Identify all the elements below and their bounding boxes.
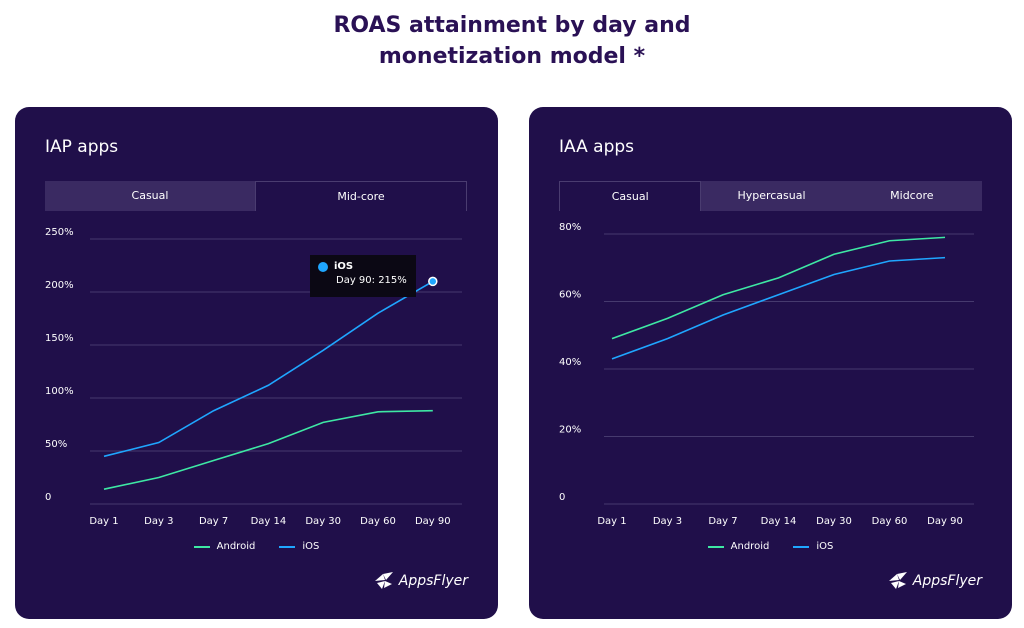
- appsflyer-logo: AppsFlyer: [887, 571, 982, 591]
- legend-item-ios[interactable]: iOS: [279, 541, 319, 552]
- y-tick-label: 250%: [45, 227, 74, 238]
- x-tick-label: Day 90: [415, 516, 451, 527]
- ios-tooltip: iOS Day 90: 215%: [310, 255, 416, 297]
- x-tick-label: Day 3: [653, 516, 682, 527]
- chart-legend: Android iOS: [15, 541, 498, 552]
- tooltip-ios-dot-icon: [318, 261, 328, 272]
- series-line-ios[interactable]: [103, 280, 434, 458]
- iap-line-chart: 0 50% 100% 150% 200% 250% Day 1 Day 3 Day 7 Day 1…: [45, 227, 462, 527]
- y-tick-label: 40%: [559, 357, 581, 368]
- y-tick-label: 200%: [45, 280, 74, 291]
- iap-apps-card: IAP apps Casual Mid-core 0 50% 100% 150% 200…: [15, 107, 498, 619]
- legend-label-android: Android: [730, 541, 770, 552]
- page-title: ROAS attainment by day and monetization …: [0, 10, 1024, 72]
- series-line-android[interactable]: [611, 236, 946, 340]
- x-tick-label: Day 30: [816, 516, 852, 527]
- page-title-line-2: monetization model *: [378, 44, 646, 69]
- iaa-apps-card: IAA apps Casual Hypercasual Midcore 0 20%…: [529, 107, 1012, 619]
- series-line-android[interactable]: [103, 409, 433, 490]
- legend-ios-swatch: [279, 545, 296, 548]
- appsflyer-logo: AppsFlyer: [373, 571, 468, 591]
- card-title: IAA apps: [559, 137, 635, 157]
- x-tick-label: Day 90: [927, 516, 963, 527]
- legend-item-android[interactable]: Android: [193, 541, 256, 552]
- legend-android-swatch: [193, 545, 210, 548]
- y-tick-label: 0: [559, 492, 565, 503]
- card-title: IAP apps: [45, 137, 119, 157]
- legend-label-ios: iOS: [816, 541, 834, 552]
- series-line-ios[interactable]: [611, 256, 946, 360]
- chart-legend: Android iOS: [529, 541, 1012, 552]
- tab-hypercasual[interactable]: Hypercasual: [701, 181, 842, 211]
- x-tick-label: Day 14: [251, 516, 287, 527]
- tab-midcore[interactable]: Midcore: [841, 181, 982, 211]
- logo-text: AppsFlyer: [912, 573, 982, 589]
- legend-ios-swatch: [793, 545, 810, 548]
- appsflyer-bird-icon: [888, 572, 907, 589]
- x-tick-label: Day 1: [597, 516, 626, 527]
- x-tick-label: Day 30: [305, 516, 341, 527]
- x-tick-label: Day 7: [199, 516, 228, 527]
- y-tick-label: 50%: [45, 439, 67, 450]
- y-tick-label: 60%: [559, 290, 581, 301]
- x-tick-label: Day 14: [761, 516, 797, 527]
- tab-casual[interactable]: Casual: [45, 181, 255, 211]
- legend-android-swatch: [707, 545, 724, 548]
- iaa-line-chart: 0 20% 40% 60% 80% Day 1 Day 3 Day 7 Day 14 Day 30…: [559, 222, 974, 527]
- tooltip-value: Day 90: 215%: [336, 275, 407, 286]
- y-tick-label: 150%: [45, 333, 74, 344]
- page-title-line-1: ROAS attainment by day and: [333, 13, 691, 38]
- tab-bar: Casual Hypercasual Midcore: [559, 181, 982, 211]
- tab-casual[interactable]: Casual: [559, 181, 702, 211]
- legend-item-ios[interactable]: iOS: [793, 541, 833, 552]
- highlighted-point[interactable]: [428, 276, 438, 287]
- legend-item-android[interactable]: Android: [707, 541, 770, 552]
- legend-label-android: Android: [216, 541, 256, 552]
- x-tick-label: Day 60: [872, 516, 908, 527]
- x-tick-label: Day 1: [89, 516, 118, 527]
- y-tick-label: 0: [45, 492, 51, 503]
- x-tick-label: Day 3: [144, 516, 173, 527]
- x-tick-label: Day 60: [360, 516, 396, 527]
- y-tick-label: 80%: [559, 222, 581, 233]
- logo-text: AppsFlyer: [398, 573, 468, 589]
- tooltip-series: iOS: [334, 261, 354, 272]
- appsflyer-bird-icon: [374, 572, 393, 589]
- y-tick-label: 20%: [559, 425, 581, 436]
- x-tick-label: Day 7: [708, 516, 737, 527]
- legend-label-ios: iOS: [302, 541, 320, 552]
- tab-mid-core[interactable]: Mid-core: [255, 181, 467, 211]
- tab-bar: Casual Mid-core: [45, 181, 467, 211]
- y-tick-label: 100%: [45, 386, 74, 397]
